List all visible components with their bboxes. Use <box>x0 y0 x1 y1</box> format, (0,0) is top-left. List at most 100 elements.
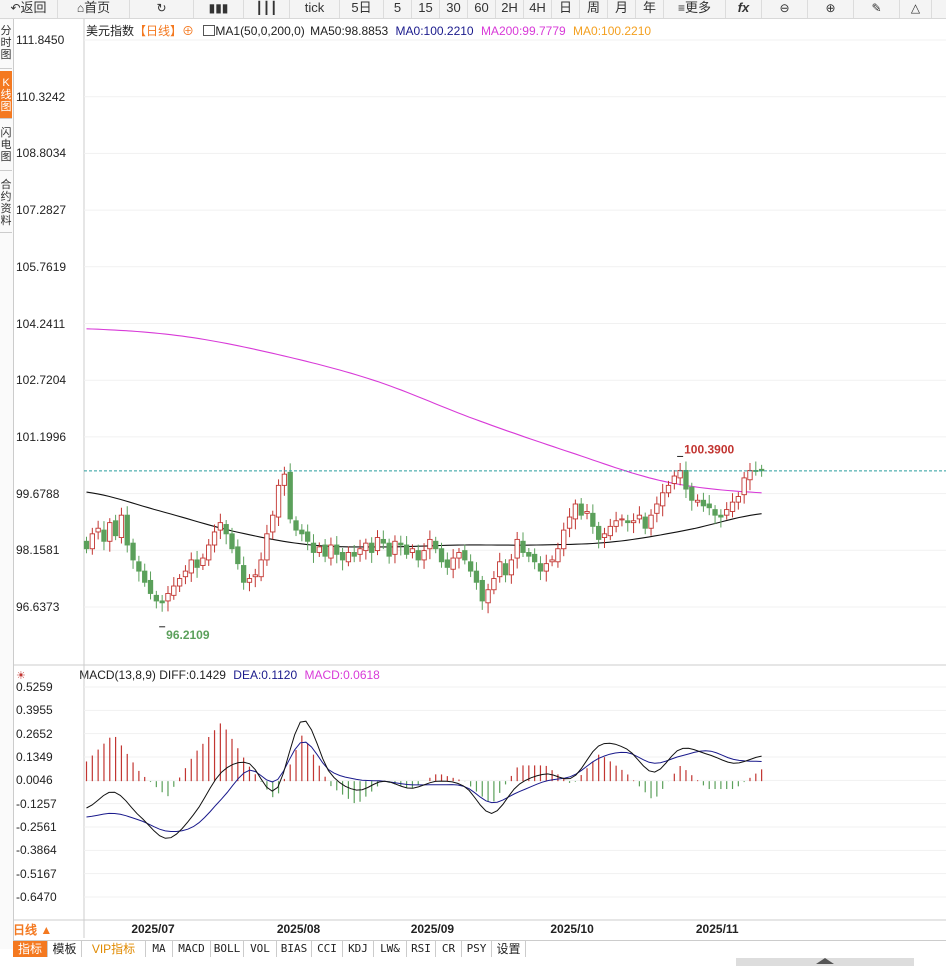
macd-label: MACD(13,8,9) <box>79 668 156 682</box>
toolbar-label: 4H <box>529 0 546 15</box>
toolbar-tick[interactable]: tick <box>290 0 340 18</box>
candle-body <box>392 540 398 555</box>
toolbar-60[interactable]: 60 <box>468 0 496 18</box>
toolbar-pen-icon[interactable]: ✎ <box>854 0 900 18</box>
toolbar-label: 月 <box>614 0 628 15</box>
toolbar-年[interactable]: 年 <box>636 0 664 18</box>
toolbar-30[interactable]: 30 <box>440 0 468 18</box>
candle-body <box>508 559 515 576</box>
candle-body <box>310 542 317 553</box>
period-label[interactable]: 【日线】 <box>134 24 183 38</box>
indicator-tab[interactable]: VIP指标 <box>82 941 146 957</box>
candle-body <box>479 579 485 602</box>
toolbar-日[interactable]: 日 <box>552 0 580 18</box>
indicator-tab[interactable]: CR <box>436 941 462 957</box>
toolbar-4H[interactable]: 4H <box>524 0 552 18</box>
toolbar-周[interactable]: 周 <box>580 0 608 18</box>
sidebar-tab-2[interactable]: 闪电图 <box>0 121 12 171</box>
sidebar-tab-1[interactable]: K线图 <box>0 71 12 119</box>
refresh-icon: ↻ <box>156 1 167 15</box>
indicator-tab[interactable]: 模板 <box>48 941 82 957</box>
candle-body <box>171 585 177 596</box>
candle-body <box>753 469 759 472</box>
candle-body <box>270 514 276 533</box>
toolbar-15[interactable]: 15 <box>412 0 440 18</box>
candle-body <box>398 542 404 546</box>
toolbar-menu-icon[interactable]: ≡更多 <box>664 0 726 18</box>
toolbar-triangle-icon[interactable]: △ <box>900 0 932 18</box>
candle-body <box>607 525 613 537</box>
y-tick-macd: 0.0046 <box>16 773 53 788</box>
plus-circle-icon[interactable]: ⊕ <box>182 24 195 38</box>
toolbar-candle-icon[interactable]: ┃┃┃ <box>244 0 290 18</box>
candle-body <box>293 520 299 531</box>
indicator-tab[interactable]: BIAS <box>277 941 312 957</box>
candle-body <box>543 563 549 572</box>
indicator-tab[interactable]: LW& <box>374 941 407 957</box>
candle-body <box>363 542 369 552</box>
indicator-tab[interactable]: VOL <box>244 941 277 957</box>
period-switch[interactable]: 日线 ▲ <box>13 922 75 938</box>
zoom-out-icon: ⊖ <box>779 1 790 15</box>
scroll-arrow-icon[interactable] <box>816 958 834 964</box>
indicator-tab[interactable]: CCI <box>312 941 343 957</box>
y-tick-main: 99.6788 <box>16 486 60 501</box>
candle-body <box>182 570 189 578</box>
y-tick-macd: 0.2652 <box>16 726 53 741</box>
candle-body <box>386 542 392 557</box>
indicator-tab[interactable]: KDJ <box>343 941 374 957</box>
y-tick-main: 111.8450 <box>16 33 65 47</box>
candle-body <box>450 557 456 570</box>
candle-body <box>648 514 654 529</box>
candle-body <box>345 552 352 563</box>
x-tick-label: 2025/09 <box>410 922 455 936</box>
candle-icon: ┃┃┃ <box>255 1 278 15</box>
y-tick-main: 107.2827 <box>16 203 67 218</box>
ma200-value: MA200:99.7779 <box>480 24 566 38</box>
toolbar-2H[interactable]: 2H <box>496 0 524 18</box>
toolbar-refresh-icon[interactable]: ↻ <box>130 0 194 18</box>
toolbar-label: 返回 <box>20 0 47 15</box>
candle-body <box>590 512 596 527</box>
candle-body <box>491 578 497 591</box>
ma-label: MA1(50,0,200,0) <box>215 24 305 38</box>
indicator-tab[interactable]: BOLL <box>211 941 244 957</box>
y-tick-macd: 0.5259 <box>16 680 53 694</box>
y-tick-main: 96.6373 <box>16 600 60 614</box>
toolbar-月[interactable]: 月 <box>608 0 636 18</box>
toolbar-5日[interactable]: 5日 <box>340 0 384 18</box>
indicator-tab[interactable]: MACD <box>173 941 211 957</box>
sidebar-tab-0[interactable]: 分时图 <box>0 19 12 69</box>
indicator-tab[interactable]: MA <box>146 941 173 957</box>
indicator-tab[interactable]: RSI <box>407 941 436 957</box>
candle-body <box>671 475 677 484</box>
toolbar-zoom-out-icon[interactable]: ⊖ <box>762 0 808 18</box>
toolbar-fx-icon[interactable]: fx <box>726 0 762 18</box>
candle-body <box>520 540 526 553</box>
toolbar-back-icon[interactable]: ↶返回 <box>0 0 58 18</box>
candle-body <box>526 552 532 557</box>
indicator-icon[interactable] <box>203 25 216 36</box>
candle-body <box>281 473 288 486</box>
candle-body <box>747 469 753 481</box>
candle-body <box>83 540 90 550</box>
candle-body <box>159 600 165 604</box>
candle-body <box>549 559 555 563</box>
sun-icon[interactable]: ☀ <box>16 670 26 682</box>
candle-body <box>531 553 538 563</box>
horizontal-scrollbar[interactable] <box>736 958 914 966</box>
candle-body <box>654 503 660 514</box>
candle-body <box>287 471 293 520</box>
toolbar-bars-icon[interactable]: ▮▮▮ <box>194 0 244 18</box>
candle-body <box>357 548 363 555</box>
toolbar-home-icon[interactable]: ⌂首页 <box>58 0 130 18</box>
y-tick-macd: 0.3955 <box>16 703 53 718</box>
candle-body <box>339 552 346 561</box>
candle-body <box>537 563 544 572</box>
indicator-tab[interactable]: 指标 <box>13 941 48 957</box>
sidebar-tab-3[interactable]: 合约资料 <box>0 173 12 233</box>
indicator-tab[interactable]: PSY <box>462 941 492 957</box>
toolbar-5[interactable]: 5 <box>384 0 412 18</box>
indicator-tab[interactable]: 设置 <box>492 941 526 957</box>
toolbar-zoom-in-icon[interactable]: ⊕ <box>808 0 854 18</box>
